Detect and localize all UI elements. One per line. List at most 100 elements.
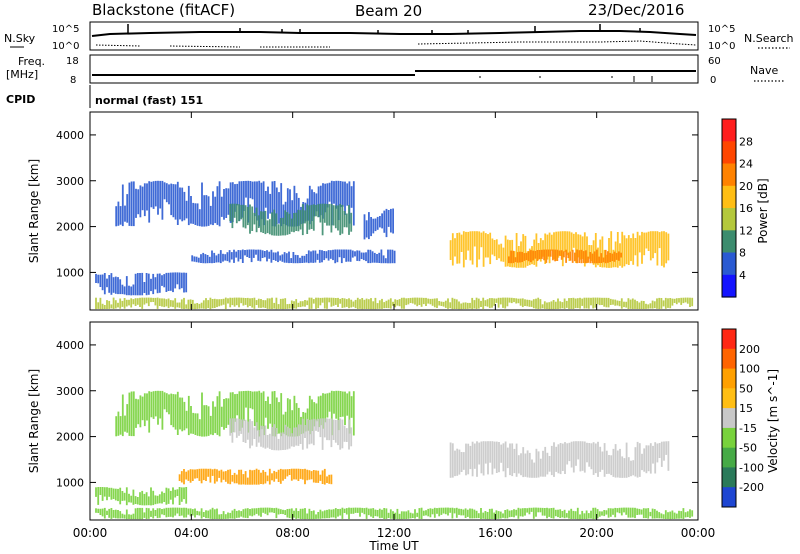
echo-column <box>179 397 181 430</box>
echo-column <box>260 507 262 517</box>
echo-column <box>546 452 549 475</box>
echo-column <box>502 247 505 262</box>
echo-column <box>599 239 602 267</box>
echo-column <box>288 213 291 235</box>
echo-column <box>393 250 396 264</box>
echo-column <box>345 428 348 442</box>
echo-column <box>512 250 515 264</box>
nsearch-log-top: 10^5 <box>708 24 735 35</box>
echo-column <box>202 252 205 264</box>
echo-column <box>172 184 175 218</box>
echo-column <box>200 254 202 263</box>
echo-column <box>597 247 599 266</box>
colorbar-tick-label: -100 <box>739 461 764 474</box>
echo-column <box>608 238 610 268</box>
echo-column <box>262 300 265 308</box>
echo-column <box>378 508 381 519</box>
echo-column <box>347 249 350 262</box>
echo-column <box>652 231 654 259</box>
echo-column <box>106 510 108 515</box>
echo-column <box>658 512 661 519</box>
echo-column <box>317 512 320 519</box>
echo-column <box>514 257 517 263</box>
echo-column <box>178 272 181 290</box>
echo-column <box>504 510 507 519</box>
echo-column <box>273 424 276 451</box>
echo-column <box>284 510 287 515</box>
echo-column <box>148 391 151 433</box>
echo-column <box>103 273 106 295</box>
echo-region <box>95 272 188 296</box>
echo-column <box>266 298 269 309</box>
echo-column <box>237 250 240 262</box>
echo-column <box>187 185 190 226</box>
echo-column <box>328 204 331 226</box>
echo-column <box>638 443 641 477</box>
echo-column <box>194 508 196 518</box>
echo-column <box>194 203 197 225</box>
echo-column <box>196 510 199 516</box>
echo-column <box>341 419 344 449</box>
echo-column <box>539 507 542 513</box>
echo-column <box>117 201 120 226</box>
echo-column <box>341 205 344 234</box>
echo-column <box>103 305 106 309</box>
echo-column <box>240 181 243 218</box>
echo-column <box>477 298 480 309</box>
echo-column <box>559 443 562 475</box>
echo-column <box>559 231 562 256</box>
echo-column <box>588 245 591 259</box>
echo-column <box>345 249 348 262</box>
echo-column <box>563 298 566 309</box>
echo-column <box>480 232 483 248</box>
echo-column <box>101 487 104 501</box>
echo-column <box>314 250 317 263</box>
echo-column <box>125 299 128 307</box>
echo-column <box>246 206 249 226</box>
echo-column <box>253 212 256 225</box>
echo-column <box>293 427 295 447</box>
echo-column <box>295 299 298 309</box>
echo-column <box>242 419 245 442</box>
echo-column <box>95 297 97 310</box>
echo-column <box>174 507 177 516</box>
echo-column <box>418 508 421 519</box>
echo-column <box>539 458 542 477</box>
echo-column <box>378 300 381 309</box>
echo-column <box>506 447 509 469</box>
echo-column <box>306 513 309 519</box>
echo-column <box>293 301 295 309</box>
echo-column <box>385 300 388 309</box>
echo-column <box>239 250 242 260</box>
echo-column <box>396 299 399 306</box>
echo-column <box>598 256 600 263</box>
echo-column <box>156 508 159 519</box>
echo-column <box>130 286 133 296</box>
echo-column <box>346 393 349 416</box>
echo-column <box>568 442 571 462</box>
echo-column <box>638 302 641 309</box>
echo-column <box>649 511 652 517</box>
echo-column <box>486 512 489 520</box>
echo-column <box>260 392 263 430</box>
echo-column <box>609 252 611 262</box>
echo-column <box>504 441 507 478</box>
echo-column <box>321 511 324 519</box>
velocity-echo-regions <box>95 390 694 520</box>
echo-column <box>649 443 652 474</box>
echo-column <box>390 208 392 233</box>
echo-column <box>317 418 320 432</box>
echo-column <box>224 297 227 309</box>
echo-column <box>576 249 578 264</box>
echo-column <box>110 304 113 309</box>
colorbar-tick-label: 16 <box>739 202 753 215</box>
echo-column <box>587 513 590 519</box>
freq-panel-frame <box>89 54 699 84</box>
echo-column <box>543 301 546 309</box>
echo-column <box>627 457 630 478</box>
echo-column <box>400 511 403 520</box>
echo-column <box>663 231 665 268</box>
echo-column <box>219 250 222 264</box>
echo-column <box>577 441 580 460</box>
echo-column <box>95 508 97 513</box>
